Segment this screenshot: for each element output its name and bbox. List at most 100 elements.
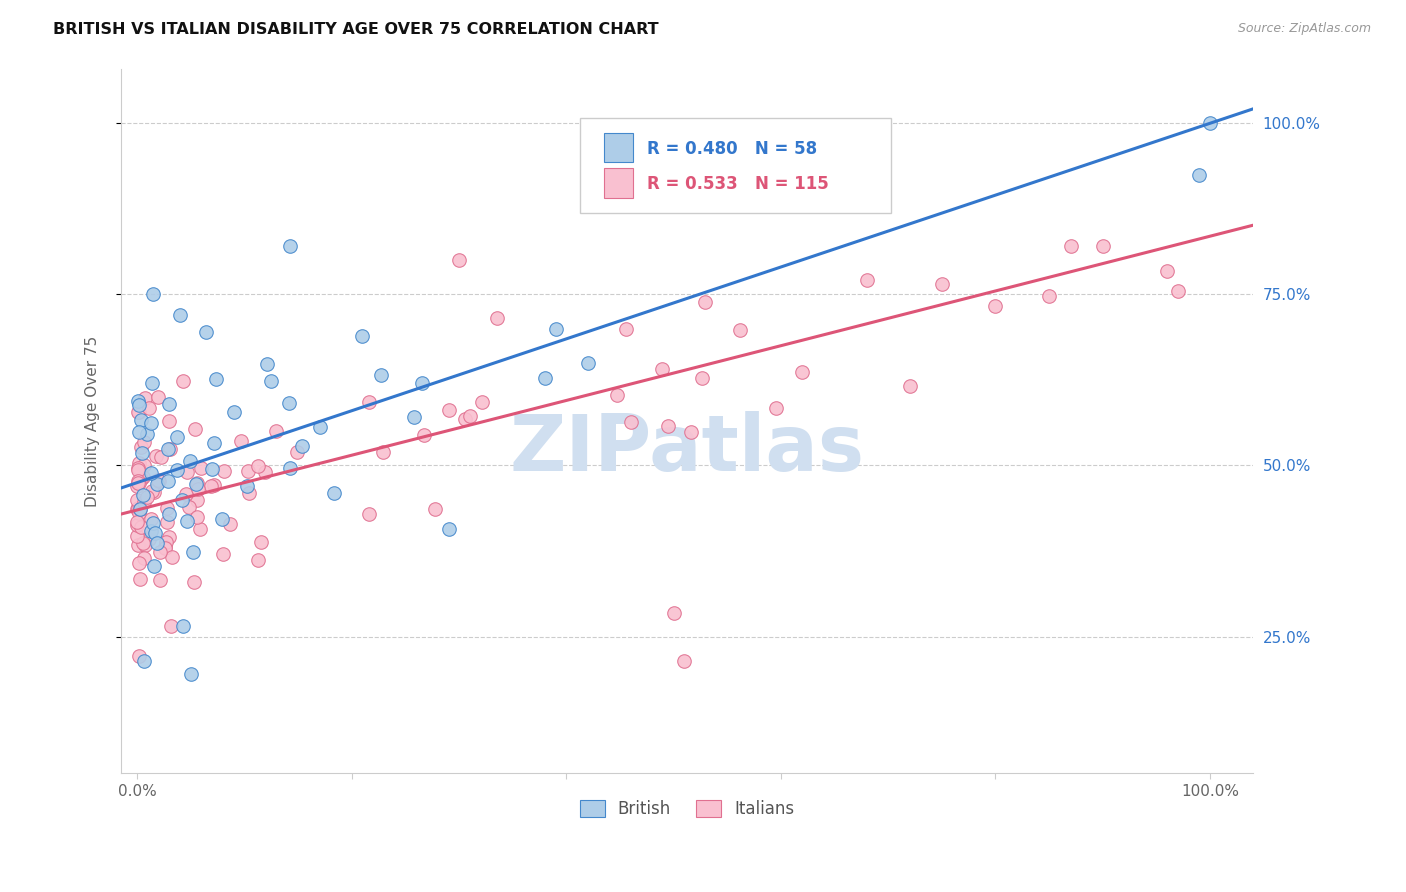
FancyBboxPatch shape [579,118,891,213]
Point [1156,264,1178,278]
Point [170,492,193,507]
Point [855,273,877,287]
Point [141,524,163,538]
Y-axis label: Disability Age Over 75: Disability Age Over 75 [86,335,100,507]
Point [423,502,446,516]
Point [370,368,392,382]
Point [212,465,235,479]
Point [132,653,155,667]
Point [486,310,509,325]
Point [460,409,482,424]
Point [169,308,191,322]
Point [146,473,169,487]
Point [127,476,149,491]
Point [291,439,314,453]
Point [544,321,567,335]
Point [693,294,716,309]
Point [127,461,149,475]
Point [127,493,149,508]
Point [437,522,460,536]
Point [357,395,380,409]
Point [142,516,165,530]
Point [157,414,180,428]
Point [765,401,787,416]
Point [135,490,157,504]
Point [141,376,163,390]
Point [127,405,149,419]
Point [256,357,278,371]
Point [534,371,557,385]
Point [131,413,153,427]
Point [204,372,226,386]
Point [160,550,183,565]
Point [141,512,163,526]
Point [184,477,207,491]
Point [651,362,673,376]
Point [155,541,177,556]
Point [138,532,160,546]
Point [681,425,703,439]
Point [166,430,188,444]
Point [176,465,198,479]
Text: Source: ZipAtlas.com: Source: ZipAtlas.com [1237,22,1371,36]
Point [352,329,374,343]
Point [157,507,180,521]
Point [153,540,176,554]
Point [156,474,179,488]
Point [149,450,172,464]
Point [139,467,162,481]
Point [128,506,150,520]
Point [134,458,156,473]
Point [134,495,156,509]
Point [186,493,208,508]
Point [229,434,252,448]
Point [371,445,394,459]
Point [127,529,149,543]
Point [131,440,153,454]
Point [155,534,177,549]
Point [142,287,165,301]
Text: R = 0.533   N = 115: R = 0.533 N = 115 [647,175,830,193]
Point [157,397,180,411]
Point [180,667,202,681]
Point [931,277,953,292]
Point [1059,239,1081,253]
Point [177,500,200,514]
Point [1188,168,1211,182]
Point [127,502,149,516]
Point [285,445,308,459]
Point [620,415,643,429]
Bar [605,133,633,162]
Point [128,649,150,664]
Point [212,547,235,561]
Point [186,509,208,524]
Point [128,456,150,470]
Point [128,425,150,440]
Point [131,445,153,459]
Point [127,501,149,516]
Point [323,485,346,500]
Point [134,391,156,405]
Point [143,525,166,540]
Point [183,545,205,559]
Point [127,463,149,477]
Point [449,253,471,268]
Point [673,653,696,667]
Point [728,323,751,337]
Point [605,388,627,402]
Text: ZIPatlas: ZIPatlas [509,411,865,487]
Point [132,550,155,565]
Point [186,475,208,490]
Point [166,463,188,477]
Point [202,478,225,492]
Point [222,404,245,418]
Point [187,482,209,496]
Point [616,322,638,336]
Point [278,461,301,475]
Point [128,460,150,475]
Point [202,436,225,450]
Point [236,479,259,493]
Point [278,239,301,253]
Point [146,391,169,405]
Point [453,412,475,426]
